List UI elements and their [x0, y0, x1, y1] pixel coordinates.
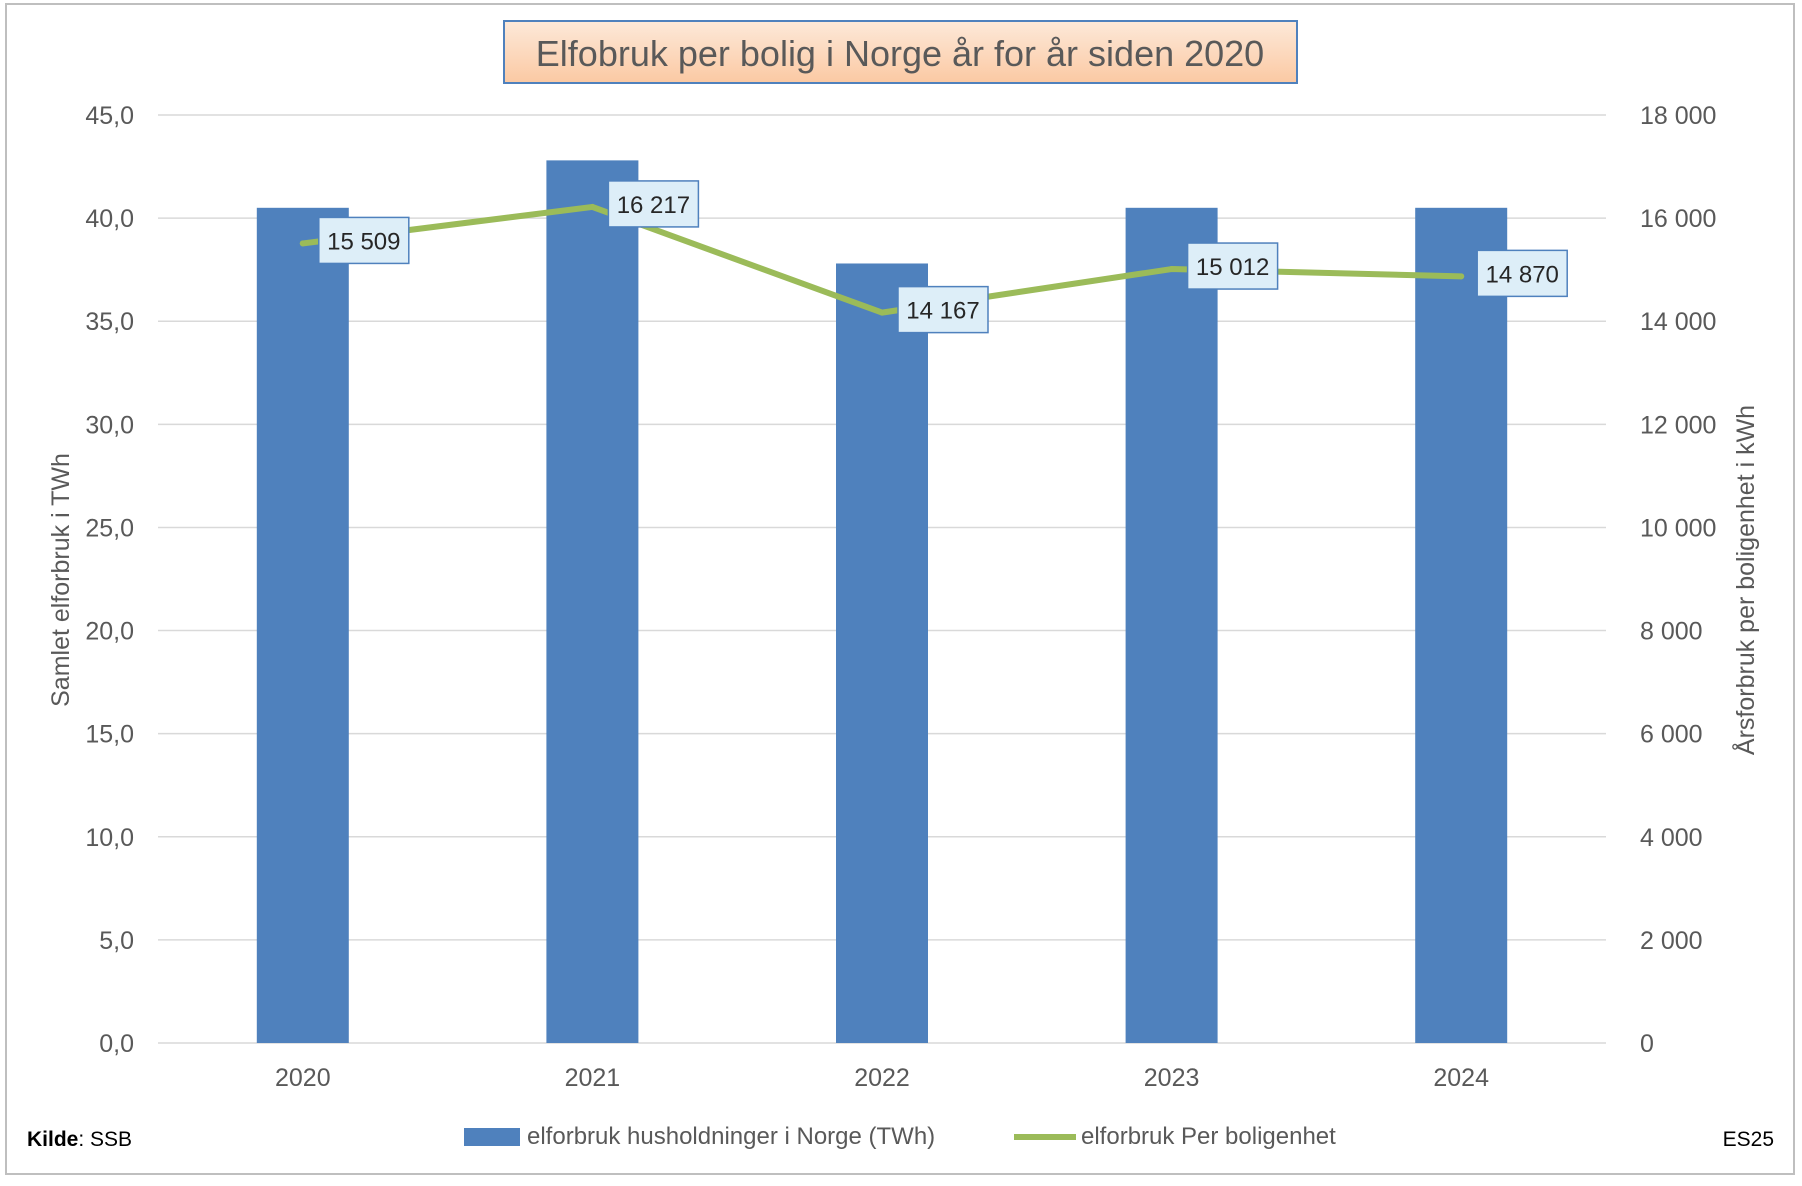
legend-label-bar: elforbruk husholdninger i Norge (TWh): [527, 1123, 935, 1150]
bar: [1415, 207, 1508, 1044]
x-tick-label: 2022: [854, 1064, 910, 1092]
y-axis-title: Samlet elforbruk i TWh: [47, 453, 75, 707]
chart-title-background: [503, 20, 1298, 84]
data-label-box: [607, 180, 700, 228]
y2-tick-label: 0: [1640, 1030, 1654, 1058]
y-axis-ticks: 0,0 5,0 10,0 15,0 20,0 25,0 30,0 35,0 40,0 45,0: [85, 102, 134, 1058]
data-label-box: [1186, 242, 1279, 290]
author-tag: ES25: [1723, 1128, 1774, 1151]
source-value: : SSB: [78, 1128, 132, 1151]
data-label: 15 012: [1196, 254, 1269, 281]
legend: elforbruk husholdninger i Norge (TWh) el…: [464, 1123, 1336, 1150]
y-tick-label: 15,0: [85, 721, 134, 749]
data-label: 14 167: [906, 298, 979, 325]
chart-title-box: Elfobruk per bolig i Norge år for år sid…: [503, 20, 1298, 84]
legend-swatch-bar: [464, 1128, 520, 1146]
y2-tick-label: 2 000: [1640, 927, 1703, 955]
data-label: 15 509: [327, 228, 400, 255]
y-tick-label: 5,0: [99, 927, 134, 955]
y2-axis-title: Årsforbruk per boligenhet i kWh: [1730, 405, 1760, 755]
bar: [256, 207, 349, 1044]
data-label-box: [1476, 249, 1568, 298]
y-tick-label: 35,0: [85, 308, 134, 336]
line-point: [1168, 266, 1175, 273]
y2-tick-label: 18 000: [1640, 102, 1716, 130]
x-axis-ticks: 2020 2021 2022 2023 2024: [275, 1064, 1489, 1092]
x-tick-label: 2023: [1144, 1064, 1200, 1092]
y-tick-label: 45,0: [85, 102, 134, 130]
source-label: Kilde: [27, 1128, 78, 1151]
bar: [1125, 207, 1218, 1044]
y2-tick-label: 16 000: [1640, 205, 1716, 233]
data-label-box: [318, 216, 410, 265]
y-tick-label: 10,0: [85, 824, 134, 852]
chart-title: Elfobruk per bolig i Norge år for år sid…: [536, 33, 1264, 74]
y2-tick-label: 10 000: [1640, 514, 1716, 542]
line-point: [299, 240, 306, 247]
y2-tick-label: 14 000: [1640, 308, 1716, 336]
bar-series: [256, 160, 1508, 1044]
line-point: [589, 203, 596, 210]
line-point: [879, 309, 885, 316]
y-tick-label: 0,0: [99, 1030, 134, 1058]
y-tick-label: 40,0: [85, 205, 134, 233]
line-point: [1458, 273, 1465, 280]
y2-tick-label: 4 000: [1640, 824, 1703, 852]
x-tick-label: 2021: [565, 1064, 621, 1092]
y2-tick-label: 12 000: [1640, 411, 1716, 439]
x-tick-label: 2020: [275, 1064, 331, 1092]
y-tick-label: 30,0: [85, 411, 134, 439]
y2-tick-label: 6 000: [1640, 721, 1703, 749]
y2-tick-label: 8 000: [1640, 618, 1703, 646]
legend-label-line: elforbruk Per boligenhet: [1081, 1123, 1336, 1150]
y-tick-label: 25,0: [85, 514, 134, 542]
y-tick-label: 20,0: [85, 618, 134, 646]
data-label: 16 217: [617, 192, 690, 219]
source-note: Kilde: SSB: [27, 1128, 132, 1151]
data-label-box: [897, 285, 989, 334]
y2-axis-ticks: 0 2 000 4 000 6 000 8 000 10 000 12 000 14 000 1…: [1640, 102, 1716, 1058]
line-data-labels: 15 509 16 217 14 167 15 012 14 870: [318, 180, 1568, 334]
x-tick-label: 2024: [1433, 1064, 1489, 1092]
data-label: 14 870: [1485, 261, 1558, 288]
bar: [546, 160, 639, 1043]
bar: [836, 263, 928, 1044]
